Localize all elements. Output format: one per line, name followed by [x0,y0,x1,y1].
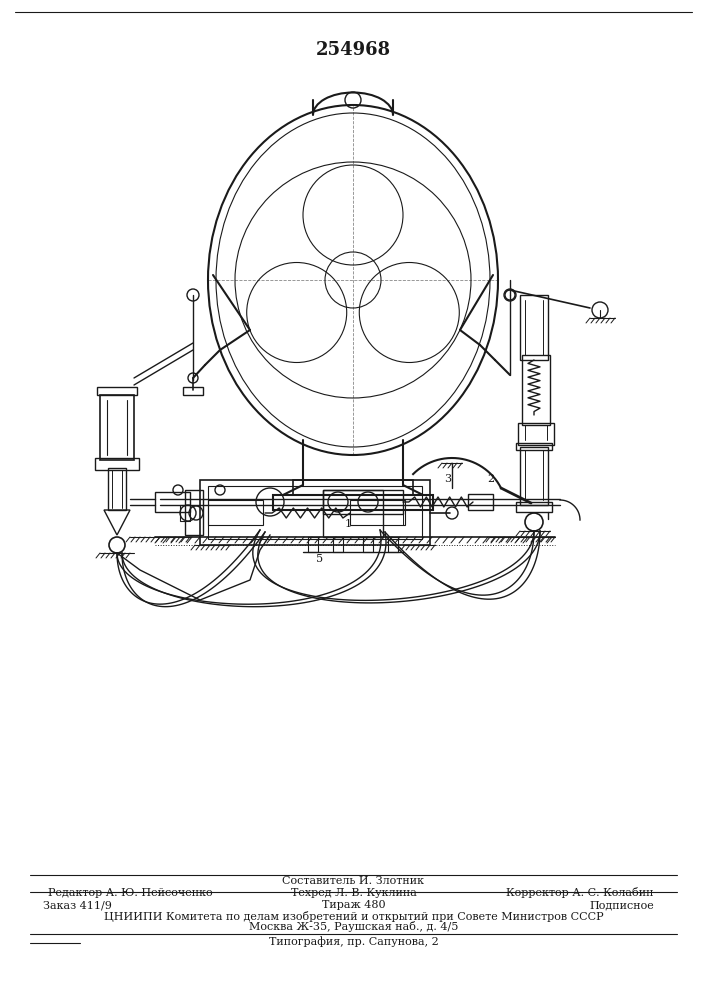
Bar [97,387,137,395]
Text: Заказ 411/9: Заказ 411/9 [43,900,112,910]
Text: ЦНИИПИ Комитета по делам изобретений и открытий при Совете Министров СССР: ЦНИИПИ Комитета по делам изобретений и о… [104,910,603,922]
Bar [108,468,126,510]
Bar [350,500,405,525]
Text: 5: 5 [317,554,324,564]
Bar [363,537,373,552]
Text: Типография, пр. Сапунова, 2: Типография, пр. Сапунова, 2 [269,937,438,947]
Bar [208,486,422,539]
Text: 2: 2 [487,474,495,484]
Text: Редактор А. Ю. Пейсоченко: Редактор А. Ю. Пейсоченко [49,888,213,898]
Bar [208,500,263,525]
Bar [95,458,139,470]
Bar [323,490,403,514]
Bar [520,447,548,505]
Bar [183,387,203,395]
Bar [293,480,413,495]
Bar [333,537,343,552]
Text: Москва Ж-35, Раушская наб., д. 4/5: Москва Ж-35, Раушская наб., д. 4/5 [249,920,458,932]
Bar [323,490,383,537]
Text: 254968: 254968 [315,41,390,59]
Bar [388,537,398,552]
Text: Составитель И. Злотник: Составитель И. Злотник [283,876,424,886]
Bar [273,495,433,510]
Bar [468,494,493,510]
Text: Корректор А. С. Колабин: Корректор А. С. Колабин [506,887,653,898]
Bar [200,480,430,545]
Bar [516,443,552,450]
Text: Техред Л. В. Куклина: Техред Л. В. Куклина [291,888,416,898]
Text: 3: 3 [445,474,452,484]
Bar [522,355,550,425]
Bar [185,490,203,535]
Bar [516,502,552,512]
Bar [518,423,554,445]
Bar [180,505,190,521]
Bar [100,395,134,460]
Text: 1: 1 [344,519,351,529]
Text: Тираж 480: Тираж 480 [322,900,385,910]
Text: Подписное: Подписное [590,900,655,910]
Bar [155,492,190,512]
Bar [308,537,318,552]
Bar [520,295,548,360]
